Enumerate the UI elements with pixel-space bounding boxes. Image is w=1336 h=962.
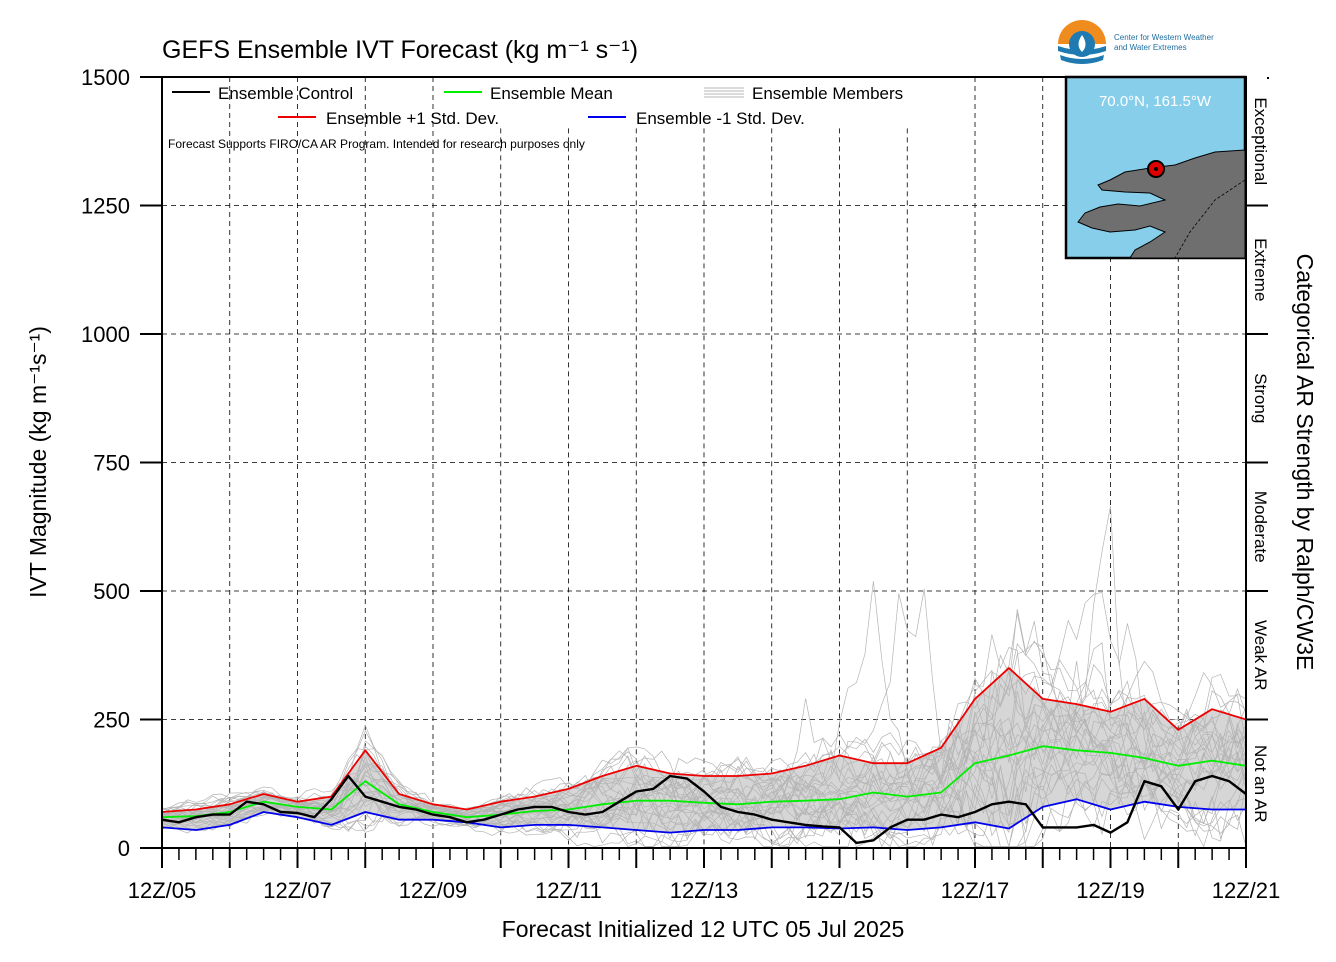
series-lines bbox=[161, 667, 1247, 845]
category-label: Weak AR bbox=[1251, 620, 1270, 691]
y-tick-label: 1500 bbox=[81, 65, 130, 90]
category-label: Exceptional bbox=[1251, 97, 1270, 185]
legend-label-control: Ensemble Control bbox=[218, 84, 353, 103]
member-line bbox=[161, 659, 1247, 817]
mean-line bbox=[161, 745, 1247, 819]
member-line bbox=[161, 702, 1247, 822]
legend-swatch-members bbox=[704, 87, 744, 98]
y-tick-label: 500 bbox=[93, 579, 130, 604]
y-tick-label: 750 bbox=[93, 451, 130, 476]
legend: Ensemble Control Ensemble Mean Ensemble … bbox=[172, 84, 903, 128]
legend-label-plus-std: Ensemble +1 Std. Dev. bbox=[326, 109, 499, 128]
legend-label-minus-std: Ensemble -1 Std. Dev. bbox=[636, 109, 805, 128]
legend-label-mean: Ensemble Mean bbox=[490, 84, 613, 103]
y-tick-label: 1000 bbox=[81, 322, 130, 347]
member-line bbox=[161, 740, 1247, 848]
y-tick-label: 0 bbox=[118, 836, 130, 861]
x-axis: 12Z/05 12Z/07 12Z/09 12Z/11 12Z/13 12Z/15 12Z/… bbox=[128, 848, 1281, 903]
member-line bbox=[162, 634, 1247, 816]
x-axis-title: Forecast Initialized 12 UTC 05 Jul 2025 bbox=[502, 916, 905, 942]
x-tick-label: 12Z/13 bbox=[670, 878, 739, 903]
std-dev-band bbox=[162, 668, 1246, 833]
y-axis: 0 250 500 750 1000 1250 1500 bbox=[81, 65, 162, 861]
logo-text-line1: Center for Western Weather bbox=[1114, 33, 1214, 42]
right-axis-title: Categorical AR Strength by Ralph/CW3E bbox=[1292, 254, 1318, 671]
legend-label-members: Ensemble Members bbox=[752, 84, 903, 103]
land-mass bbox=[1077, 149, 1246, 259]
member-line bbox=[161, 612, 1247, 816]
minus-std-line bbox=[161, 798, 1246, 834]
member-line bbox=[161, 747, 1247, 844]
plus-std-line bbox=[161, 667, 1247, 813]
y-tick-label: 250 bbox=[93, 708, 130, 733]
x-tick-label: 12Z/15 bbox=[805, 878, 874, 903]
control-line bbox=[161, 774, 1247, 845]
inset-location-label: 70.0°N, 161.5°W bbox=[1099, 93, 1212, 110]
inset-map: 70.0°N, 161.5°W bbox=[1064, 75, 1247, 260]
y-tick-label: 1250 bbox=[81, 194, 130, 219]
category-label: Strong bbox=[1251, 373, 1270, 423]
x-tick-label: 12Z/19 bbox=[1076, 878, 1145, 903]
member-line bbox=[161, 752, 1247, 848]
x-tick-label: 12Z/07 bbox=[263, 878, 332, 903]
member-line bbox=[161, 743, 1247, 847]
cw3e-logo: Center for Western Weather and Water Ext… bbox=[1058, 20, 1214, 68]
category-axis: Not an AR Weak AR Moderate Strong Extreme Exc… bbox=[1246, 77, 1270, 823]
x-tick-label: 12Z/21 bbox=[1212, 878, 1281, 903]
border-line bbox=[1174, 179, 1246, 259]
std-dev-band-fill bbox=[162, 668, 1246, 833]
category-label: Extreme bbox=[1251, 238, 1270, 301]
category-label: Moderate bbox=[1251, 491, 1270, 563]
research-note: Forecast Supports FIRO/CA AR Program. In… bbox=[168, 137, 585, 151]
member-line bbox=[161, 722, 1247, 847]
x-tick-label: 12Z/09 bbox=[399, 878, 468, 903]
y-axis-title: IVT Magnitude (kg m⁻¹s⁻¹) bbox=[25, 326, 51, 598]
droplet-icon bbox=[1078, 35, 1086, 52]
chart-title: GEFS Ensemble IVT Forecast (kg m⁻¹ s⁻¹) bbox=[162, 36, 638, 64]
x-tick-label: 12Z/11 bbox=[535, 878, 602, 903]
member-line bbox=[161, 747, 1247, 848]
category-label: Not an AR bbox=[1251, 745, 1270, 823]
location-marker-dot bbox=[1154, 167, 1158, 171]
logo-text-line2: and Water Extremes bbox=[1114, 43, 1187, 52]
x-tick-label: 12Z/05 bbox=[128, 878, 197, 903]
member-line bbox=[161, 742, 1247, 847]
x-tick-label: 12Z/17 bbox=[941, 878, 1010, 903]
